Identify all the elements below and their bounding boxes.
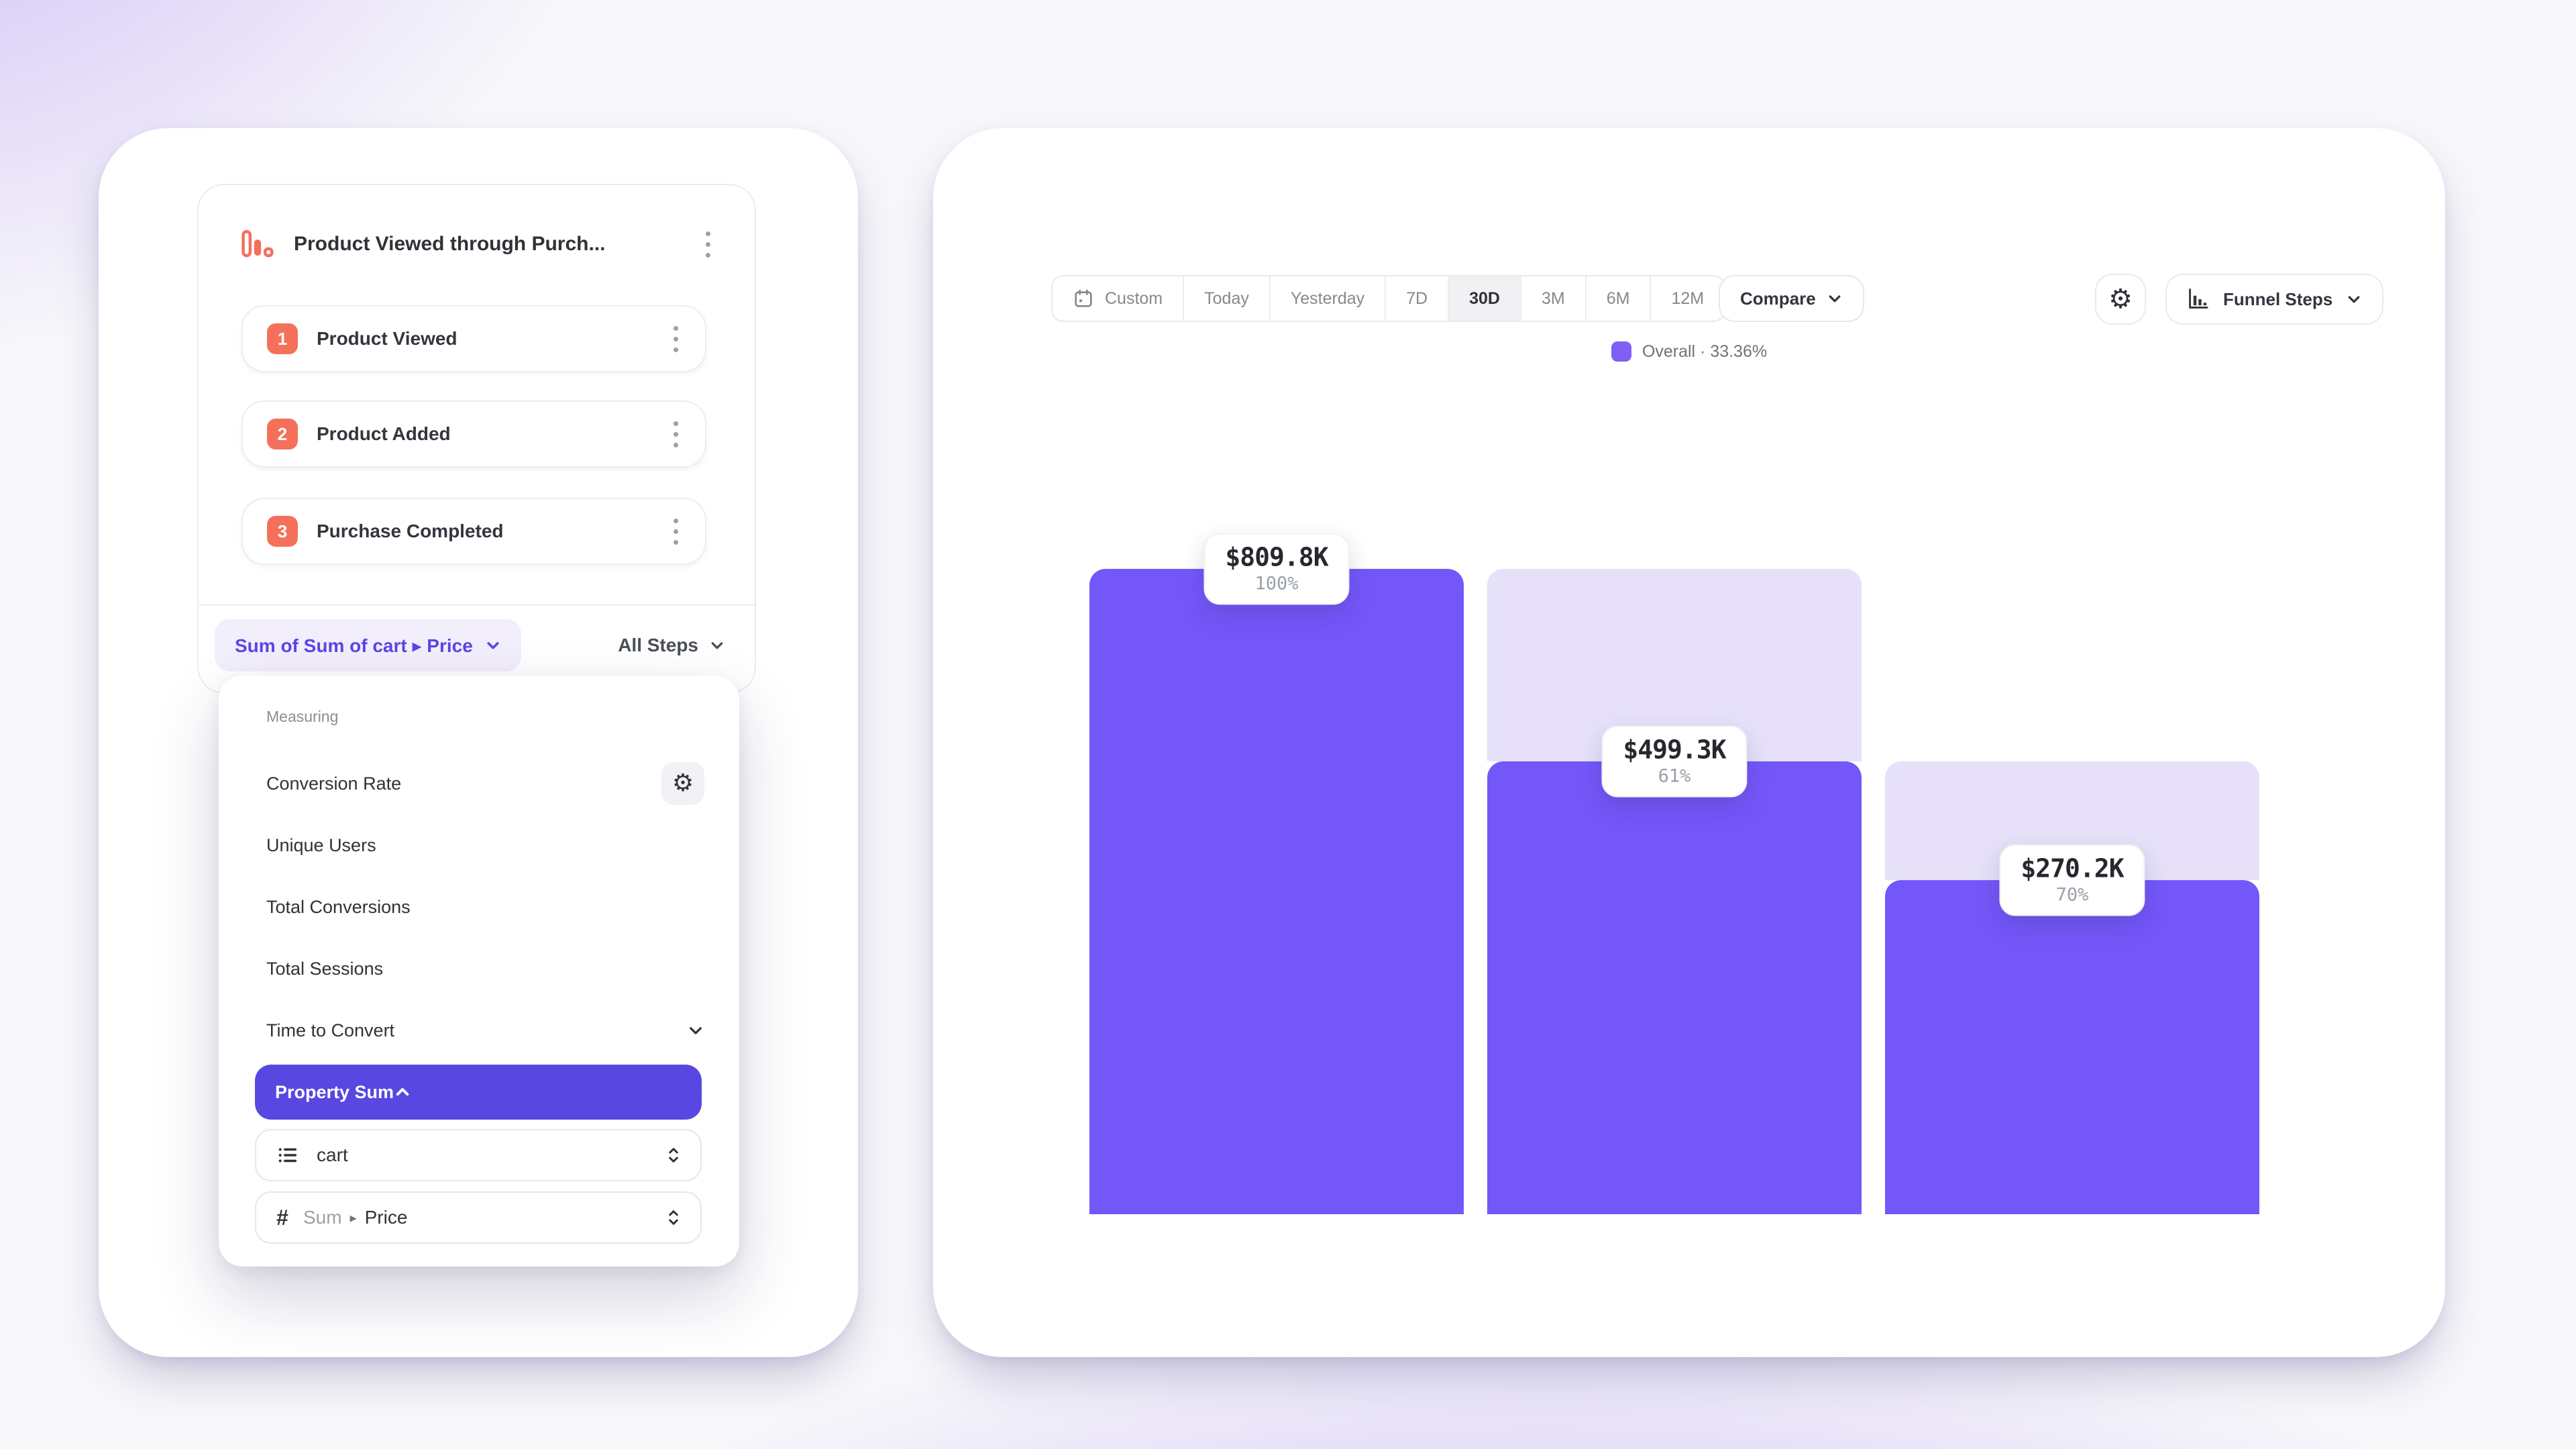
chart-legend: Overall · 33.36% (933, 341, 2445, 362)
tooltip-value: $499.3K (1623, 735, 1726, 765)
funnel-bar-step-2: $499.3K 61% (1487, 128, 1862, 1214)
menu-item-property-sum-selected[interactable]: Property Sum (255, 1065, 702, 1120)
range-yesterday[interactable]: Yesterday (1271, 276, 1387, 321)
step-label: Product Viewed (317, 328, 458, 349)
chevron-down-icon (709, 637, 725, 653)
legend-label: Overall · 33.36% (1642, 341, 1768, 361)
list-icon (276, 1144, 299, 1167)
calendar-icon (1073, 288, 1094, 309)
funnel-step-2[interactable]: 2 Product Added (241, 400, 706, 468)
tooltip-percent: 100% (1254, 573, 1299, 594)
tooltip-percent: 61% (1658, 765, 1691, 787)
chevron-right-icon: ▸ (350, 1210, 357, 1226)
tooltip-percent: 70% (2055, 884, 2089, 906)
chevron-down-icon (687, 1022, 704, 1039)
chart-settings-button[interactable]: ⚙ (2095, 274, 2146, 325)
step-number-badge: 2 (267, 419, 298, 449)
chevron-down-icon (1827, 290, 1843, 307)
funnel-menu-kebab-icon[interactable] (694, 225, 721, 263)
funnel-chart-panel: Custom Today Yesterday 7D 30D 3M 6M 12M … (933, 128, 2445, 1357)
date-range-picker: Custom Today Yesterday 7D 30D 3M 6M 12M (1051, 275, 1726, 322)
funnel-header: Product Viewed through Purch... (241, 220, 721, 268)
bar-step-2-value[interactable] (1487, 761, 1862, 1214)
bar-step-2-tooltip: $499.3K 61% (1601, 725, 1748, 798)
bar-step-1-value[interactable] (1089, 569, 1464, 1214)
legend-swatch (1611, 341, 1631, 362)
menu-item-conversion-rate[interactable]: Conversion Rate ⚙ (219, 753, 739, 814)
funnel-steps-chart-icon (2187, 288, 2210, 311)
step-kebab-icon[interactable] (662, 415, 689, 453)
funnel-chart: $809.8K 100% $499.3K 61% $270.2K 70% (1089, 128, 2259, 1214)
funnel-bar-step-1: $809.8K 100% (1089, 128, 1464, 1214)
chevron-down-icon (2346, 291, 2362, 307)
range-custom[interactable]: Custom (1053, 276, 1185, 321)
chevron-up-icon (394, 1083, 411, 1101)
step-number-badge: 3 (267, 516, 298, 547)
tooltip-value: $809.8K (1225, 542, 1328, 572)
step-label: Purchase Completed (317, 521, 504, 541)
funnel-title: Product Viewed through Purch... (294, 233, 606, 255)
step-number-badge: 1 (267, 323, 298, 354)
range-today[interactable]: Today (1184, 276, 1271, 321)
funnel-definition-card: Product Viewed through Purch... 1 Produc… (197, 184, 756, 694)
compare-button[interactable]: Compare (1719, 275, 1864, 322)
measuring-menu-header: Measuring (266, 708, 339, 725)
select-updown-icon (664, 1207, 683, 1228)
steps-scope-selector[interactable]: All Steps (618, 635, 725, 656)
range-7d[interactable]: 7D (1386, 276, 1450, 321)
menu-item-unique-users[interactable]: Unique Users (266, 835, 376, 855)
select-updown-icon (664, 1144, 683, 1166)
menu-item-total-sessions[interactable]: Total Sessions (266, 958, 384, 979)
tooltip-value: $270.2K (2021, 853, 2124, 883)
metric-selector-pill[interactable]: Sum of Sum of cart ▸ Price (215, 619, 521, 672)
aggregation-select-field[interactable]: # Sum ▸ Price (255, 1191, 702, 1244)
chart-toolbar: Custom Today Yesterday 7D 30D 3M 6M 12M … (933, 274, 2445, 325)
step-label: Product Added (317, 423, 451, 444)
chevron-down-icon (485, 637, 501, 653)
aggregation-property: Price (364, 1207, 408, 1228)
funnel-bar-step-3: $270.2K 70% (1885, 128, 2259, 1214)
aggregation-operator: Sum (303, 1207, 342, 1228)
steps-scope-label: All Steps (618, 635, 698, 655)
measuring-menu: Measuring Conversion Rate ⚙ Unique Users… (219, 676, 739, 1267)
divider (199, 604, 755, 606)
funnel-step-3[interactable]: 3 Purchase Completed (241, 498, 706, 565)
range-6m[interactable]: 6M (1587, 276, 1652, 321)
number-property-icon: # (276, 1205, 288, 1230)
funnel-footer: Sum of Sum of cart ▸ Price All Steps (215, 619, 725, 672)
property-select-field[interactable]: cart (255, 1129, 702, 1181)
funnel-chart-icon (241, 229, 274, 259)
range-30d-selected[interactable]: 30D (1449, 276, 1521, 321)
bar-step-3-tooltip: $270.2K 70% (1999, 844, 2145, 916)
funnel-step-1[interactable]: 1 Product Viewed (241, 305, 706, 372)
chart-view-selector[interactable]: Funnel Steps (2165, 274, 2384, 325)
range-12m[interactable]: 12M (1671, 288, 1705, 308)
metric-selector-label: Sum of Sum of cart ▸ Price (235, 635, 473, 656)
conversion-rate-settings-button[interactable]: ⚙ (661, 762, 704, 805)
property-select-value: cart (317, 1144, 348, 1165)
bar-step-3-value[interactable] (1885, 880, 2259, 1214)
bar-step-1-tooltip: $809.8K 100% (1203, 533, 1350, 605)
menu-item-total-conversions[interactable]: Total Conversions (266, 896, 411, 917)
menu-item-time-to-convert[interactable]: Time to Convert (219, 1000, 739, 1061)
funnel-builder-panel: Product Viewed through Purch... 1 Produc… (99, 128, 858, 1357)
gear-icon: ⚙ (672, 769, 694, 797)
step-kebab-icon[interactable] (662, 320, 689, 358)
gear-icon: ⚙ (2108, 284, 2133, 315)
range-3m[interactable]: 3M (1521, 276, 1587, 321)
step-kebab-icon[interactable] (662, 513, 689, 550)
